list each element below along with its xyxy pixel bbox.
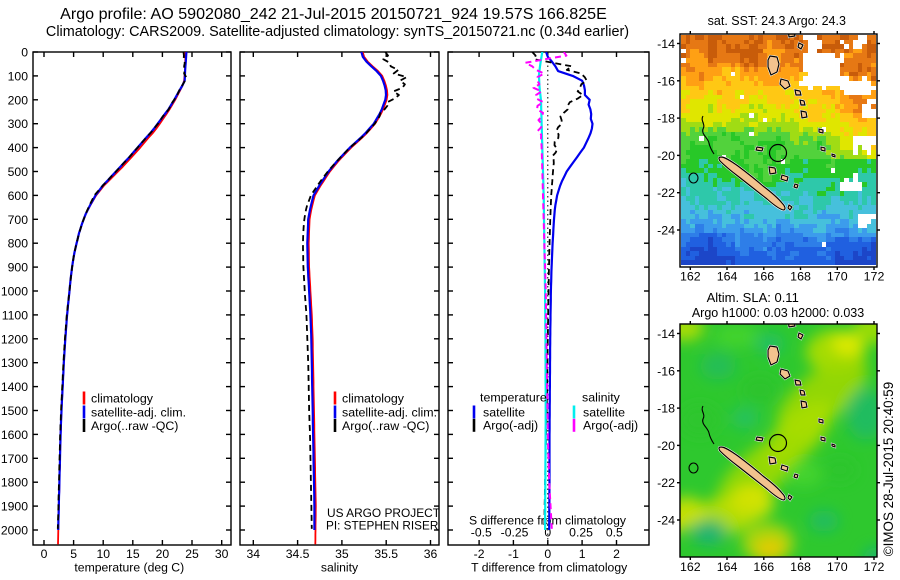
svg-text:0: 0 bbox=[544, 526, 551, 540]
svg-text:Climatology: CARS2009. Satelli: Climatology: CARS2009. Satellite-adjuste… bbox=[46, 24, 629, 40]
svg-text:1600: 1600 bbox=[1, 428, 28, 442]
svg-text:-14: -14 bbox=[657, 327, 675, 341]
svg-text:2000: 2000 bbox=[1, 524, 28, 538]
svg-text:Argo(..raw -QC): Argo(..raw -QC) bbox=[91, 419, 178, 433]
svg-text:0: 0 bbox=[544, 547, 551, 561]
svg-text:1800: 1800 bbox=[1, 476, 28, 490]
svg-text:salinity: salinity bbox=[582, 390, 621, 404]
svg-text:1500: 1500 bbox=[1, 404, 28, 418]
svg-text:172: 172 bbox=[864, 560, 885, 574]
svg-text:temperature: temperature bbox=[480, 390, 547, 404]
svg-text:34.5: 34.5 bbox=[286, 547, 310, 561]
svg-text:-0.25: -0.25 bbox=[501, 526, 529, 540]
svg-text:800: 800 bbox=[8, 237, 29, 251]
svg-text:170: 170 bbox=[827, 560, 848, 574]
svg-text:30: 30 bbox=[215, 547, 229, 561]
svg-text:5: 5 bbox=[70, 547, 77, 561]
svg-text:1900: 1900 bbox=[1, 500, 28, 514]
svg-text:1100: 1100 bbox=[2, 308, 28, 322]
svg-text:satellite: satellite bbox=[583, 405, 625, 419]
svg-text:10: 10 bbox=[96, 547, 110, 561]
svg-text:166: 166 bbox=[753, 269, 774, 283]
svg-text:-20: -20 bbox=[657, 439, 675, 453]
svg-text:-24: -24 bbox=[657, 514, 675, 528]
svg-text:satellite-adj. clim.: satellite-adj. clim. bbox=[91, 405, 186, 419]
svg-text:-1: -1 bbox=[508, 547, 519, 561]
svg-text:200: 200 bbox=[8, 93, 29, 107]
svg-text:Altim. SLA: 0.11: Altim. SLA: 0.11 bbox=[707, 290, 799, 305]
svg-text:-14: -14 bbox=[657, 37, 675, 51]
svg-text:satellite: satellite bbox=[483, 405, 525, 419]
svg-text:©IMOS 28-Jul-2015 20:40:59: ©IMOS 28-Jul-2015 20:40:59 bbox=[881, 382, 896, 556]
svg-text:sat. SST: 24.3 Argo: 24.3: sat. SST: 24.3 Argo: 24.3 bbox=[708, 14, 846, 28]
svg-text:Argo profile: AO 5902080_242 2: Argo profile: AO 5902080_242 21-Jul-2015… bbox=[60, 5, 607, 23]
svg-text:satellite-adj. clim.: satellite-adj. clim. bbox=[342, 405, 437, 419]
svg-text:1400: 1400 bbox=[1, 380, 28, 394]
svg-text:-2: -2 bbox=[474, 547, 485, 561]
svg-text:US ARGO PROJECT: US ARGO PROJECT bbox=[327, 506, 440, 520]
svg-text:1700: 1700 bbox=[1, 452, 28, 466]
svg-text:168: 168 bbox=[790, 560, 811, 574]
svg-text:0: 0 bbox=[21, 46, 28, 60]
svg-text:-22: -22 bbox=[657, 186, 675, 200]
svg-text:164: 164 bbox=[717, 560, 738, 574]
svg-text:-22: -22 bbox=[657, 476, 675, 490]
svg-text:35.5: 35.5 bbox=[374, 547, 398, 561]
svg-text:climatology: climatology bbox=[342, 391, 405, 405]
svg-text:400: 400 bbox=[8, 141, 29, 155]
svg-text:0.25: 0.25 bbox=[569, 526, 593, 540]
svg-text:1000: 1000 bbox=[1, 285, 28, 299]
svg-text:166: 166 bbox=[753, 560, 774, 574]
svg-text:-20: -20 bbox=[657, 149, 675, 163]
svg-text:168: 168 bbox=[790, 269, 811, 283]
svg-text:36: 36 bbox=[424, 547, 438, 561]
svg-text:Argo(..raw -QC): Argo(..raw -QC) bbox=[342, 419, 429, 433]
svg-text:100: 100 bbox=[8, 69, 29, 83]
svg-text:Argo h1000: 0.03 h2000: 0.033: Argo h1000: 0.03 h2000: 0.033 bbox=[692, 306, 864, 320]
svg-text:700: 700 bbox=[8, 213, 29, 227]
svg-text:-16: -16 bbox=[657, 74, 675, 88]
svg-text:34: 34 bbox=[247, 547, 261, 561]
svg-text:20: 20 bbox=[156, 547, 170, 561]
svg-text:300: 300 bbox=[8, 117, 29, 131]
svg-text:-18: -18 bbox=[657, 402, 675, 416]
svg-text:0.5: 0.5 bbox=[606, 526, 623, 540]
svg-text:0: 0 bbox=[41, 547, 48, 561]
svg-text:2: 2 bbox=[613, 547, 620, 561]
svg-text:1: 1 bbox=[579, 547, 586, 561]
svg-text:172: 172 bbox=[864, 269, 885, 283]
svg-text:-16: -16 bbox=[657, 364, 675, 378]
svg-text:600: 600 bbox=[8, 189, 29, 203]
svg-text:1200: 1200 bbox=[1, 332, 28, 346]
svg-text:T difference from climatology: T difference from climatology bbox=[471, 561, 628, 575]
svg-text:500: 500 bbox=[8, 165, 29, 179]
svg-text:162: 162 bbox=[680, 269, 701, 283]
svg-text:climatology: climatology bbox=[91, 391, 154, 405]
svg-text:35: 35 bbox=[335, 547, 349, 561]
svg-text:1300: 1300 bbox=[1, 356, 28, 370]
svg-text:Argo(-adj): Argo(-adj) bbox=[483, 419, 538, 433]
svg-text:15: 15 bbox=[126, 547, 140, 561]
svg-text:salinity: salinity bbox=[321, 561, 359, 575]
svg-text:Argo(-adj): Argo(-adj) bbox=[583, 419, 638, 433]
svg-text:-0.5: -0.5 bbox=[471, 526, 492, 540]
svg-text:-18: -18 bbox=[657, 112, 675, 126]
svg-text:164: 164 bbox=[717, 269, 738, 283]
svg-text:temperature (deg C): temperature (deg C) bbox=[74, 561, 184, 575]
svg-text:900: 900 bbox=[8, 261, 29, 275]
svg-text:PI: STEPHEN RISER: PI: STEPHEN RISER bbox=[326, 520, 438, 533]
svg-text:-24: -24 bbox=[657, 224, 675, 238]
svg-text:25: 25 bbox=[185, 547, 199, 561]
svg-text:170: 170 bbox=[827, 269, 848, 283]
svg-text:162: 162 bbox=[680, 560, 701, 574]
